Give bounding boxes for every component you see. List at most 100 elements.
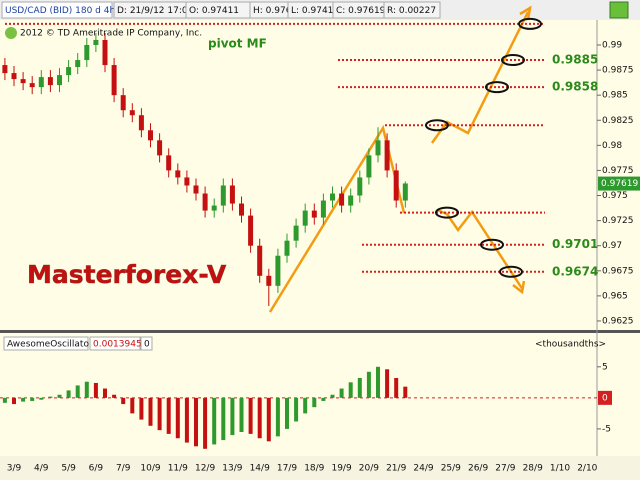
osc-bar (148, 397, 153, 426)
y-tick-label: 0.965 (602, 291, 628, 301)
osc-bar (48, 396, 53, 398)
osc-bar (112, 394, 117, 398)
candle-body (293, 225, 299, 241)
x-tick-label: 26/9 (468, 464, 488, 474)
candle-body (38, 77, 44, 88)
candle-body (129, 110, 135, 116)
x-tick-label: 27/9 (495, 464, 515, 474)
osc-bar (394, 377, 399, 398)
copyright-icon (5, 27, 17, 39)
pivot-marker (435, 206, 459, 219)
copyright: 2012 © TD Ameritrade IP Company, Inc. (20, 29, 202, 39)
candle-body (330, 193, 335, 201)
candle-body (148, 130, 153, 141)
candle-body (20, 79, 26, 84)
osc-bar (303, 397, 308, 414)
last-price-box (598, 176, 640, 191)
y-tick-label: 0.98 (602, 141, 622, 151)
candle-body (220, 185, 226, 206)
header-icon[interactable] (609, 1, 629, 19)
osc-name: AwesomeOscillator (7, 340, 93, 350)
osc-bar (39, 397, 44, 400)
header-info: H: 0.97636 (253, 6, 303, 16)
header-cell (1, 1, 113, 19)
pivot-marker (485, 81, 509, 94)
pivot-marker (425, 119, 449, 132)
candle-body (266, 275, 272, 286)
osc-bar (121, 397, 126, 405)
candle-body (366, 155, 372, 178)
candle-body (311, 210, 317, 218)
candle-body (102, 39, 108, 66)
annotation: pivot MF (208, 37, 267, 51)
candle-body (302, 210, 308, 226)
osc-zero-header: 0 (144, 340, 150, 350)
y-tick-label: 0.9725 (602, 216, 634, 226)
osc-bar (175, 397, 180, 439)
pivot-marker (501, 54, 525, 67)
osc-bar (184, 397, 189, 443)
osc-bar (103, 388, 107, 398)
osc-tick-label: -5 (602, 424, 611, 434)
y-tick-label: 0.9675 (602, 266, 634, 276)
osc-bar (212, 397, 217, 445)
candle-body (193, 185, 199, 194)
header-info: USD/CAD (BID) 180 d 4h (5, 6, 115, 16)
x-tick-label: 7/9 (116, 464, 131, 474)
candle-body (11, 73, 17, 80)
osc-bar (385, 369, 390, 398)
candle-body (29, 83, 35, 88)
y-tick-label: 0.9875 (602, 66, 634, 76)
y-tick-label: 0.9625 (602, 316, 634, 326)
candle-body (393, 170, 399, 201)
x-tick-label: 14/9 (250, 464, 270, 474)
candle-body (75, 60, 81, 68)
candle-body (66, 67, 72, 76)
header-info: O: 0.97411 (189, 6, 239, 16)
x-tick-label: 5/9 (61, 464, 76, 474)
osc-value: 0.0013945 (93, 340, 142, 350)
osc-bar (2, 397, 7, 403)
osc-zero-box (598, 390, 612, 405)
candle-body (211, 205, 217, 211)
osc-zero-header-box (140, 336, 153, 351)
header-info: D: 21/9/12 17:00 (117, 6, 194, 16)
x-tick-label: 25/9 (441, 464, 461, 474)
osc-bar (403, 386, 408, 398)
y-tick-label: 0.9825 (602, 116, 634, 126)
header-info: R: 0.00227 (387, 6, 436, 16)
candle-body (84, 44, 90, 61)
candle-body (339, 193, 345, 206)
candle-body (239, 203, 244, 216)
osc-bar (348, 382, 353, 398)
candle-body (175, 170, 181, 178)
osc-bar (266, 397, 271, 442)
osc-bar (66, 390, 71, 398)
osc-bar (221, 397, 226, 441)
y-tick-label: 0.9775 (602, 166, 634, 176)
y-tick-label: 0.97 (602, 241, 622, 251)
candle-body (275, 255, 281, 286)
x-tick-label: 6/9 (89, 464, 104, 474)
pivot-label: 0.9858 (552, 80, 598, 94)
candle-body (111, 65, 117, 96)
x-tick-label: 17/9 (277, 464, 297, 474)
x-tick-label: 2/10 (577, 464, 597, 474)
candle-body (248, 215, 254, 246)
pivot-marker (499, 265, 523, 278)
osc-bar (194, 397, 198, 447)
osc-name-box (3, 336, 89, 351)
x-axis-strip (0, 456, 640, 480)
x-tick-label: 19/9 (331, 464, 351, 474)
osc-bar (376, 366, 380, 398)
candle-body (202, 193, 208, 211)
x-tick-label: 24/9 (413, 464, 433, 474)
x-tick-label: 11/9 (168, 464, 188, 474)
osc-bar (239, 397, 244, 433)
candle-body (348, 195, 354, 206)
candle-body (357, 177, 363, 196)
candle-body (47, 77, 53, 86)
pivot-label: 0.9674 (552, 264, 598, 278)
pivot-label: 0.9701 (552, 237, 598, 251)
